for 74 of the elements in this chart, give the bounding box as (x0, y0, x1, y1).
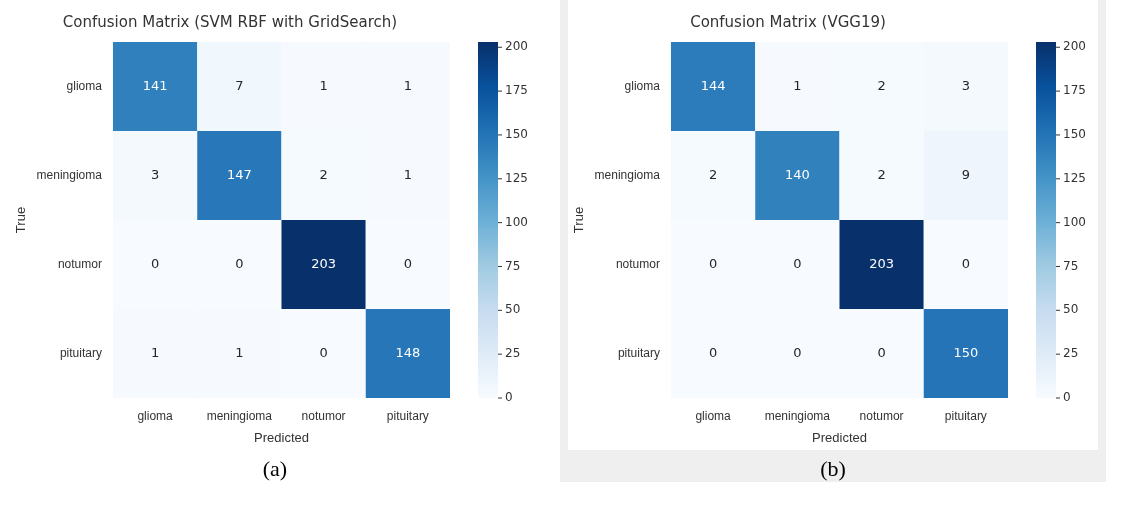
y-tick-label: glioma (624, 78, 661, 93)
x-tick-label: notumor (859, 408, 904, 423)
color-bar-label: 0 (505, 390, 513, 405)
color-bar-label: 25 (505, 346, 521, 361)
data-label: 1 (150, 344, 160, 360)
color-bar-label: 150 (1063, 127, 1086, 142)
color-bar-label: 100 (505, 214, 528, 229)
data-label: 144 (700, 77, 726, 93)
chart-title: Confusion Matrix (VGG19) (690, 12, 886, 31)
data-label: 0 (708, 255, 718, 271)
data-label: 1 (235, 344, 244, 360)
text: (a) (262, 456, 288, 482)
x-tick-label: glioma (137, 408, 174, 423)
data-label: 0 (403, 255, 413, 271)
x-tick-label: pituitary (386, 408, 429, 423)
data-label: 2 (319, 166, 328, 182)
data-label: 203 (311, 255, 337, 271)
x-tick-label: pituitary (944, 408, 987, 423)
color-bar-label: 125 (505, 170, 528, 185)
data-label: 0 (793, 344, 802, 360)
color-bar-label: 175 (1063, 83, 1086, 98)
data-label: 0 (961, 255, 971, 271)
color-bar-label: 200 (505, 39, 528, 54)
data-label: 0 (319, 344, 328, 360)
data-label: 141 (142, 77, 168, 93)
y-tick-label: meningioma (36, 167, 103, 182)
data-label: 0 (708, 344, 718, 360)
color-bar-label: 150 (505, 127, 528, 142)
color-bar-label: 50 (1063, 302, 1079, 317)
data-label: 150 (953, 344, 979, 360)
data-label: 2 (877, 166, 886, 182)
y-tick-label: pituitary (617, 345, 660, 360)
data-label: 0 (150, 255, 160, 271)
data-label: 1 (793, 77, 802, 93)
text: (b) (820, 456, 846, 482)
y-tick-label: notumor (57, 256, 102, 271)
data-label: 1 (319, 77, 328, 93)
chart-title: Confusion Matrix (SVM RBF with GridSearch) (62, 12, 398, 31)
data-label: 0 (877, 344, 886, 360)
x-tick-label: notumor (301, 408, 346, 423)
data-label: 1 (403, 166, 413, 182)
color-bar-label: 50 (505, 302, 521, 317)
x-axis-title: Predicted (254, 429, 309, 445)
data-label: 0 (793, 255, 802, 271)
y-tick-label: meningioma (594, 167, 661, 182)
y-tick-label: glioma (66, 78, 103, 93)
data-label: 2 (877, 77, 886, 93)
data-label: 1 (403, 77, 413, 93)
data-label: 140 (784, 166, 810, 182)
y-tick-label: pituitary (59, 345, 102, 360)
data-label: 3 (961, 77, 971, 93)
data-label: 7 (235, 77, 244, 93)
data-label: 9 (961, 166, 971, 182)
color-bar-label: 100 (1063, 214, 1086, 229)
color-bar-label: 175 (505, 83, 528, 98)
y-axis-title: True (13, 206, 29, 234)
color-bar-label: 25 (1063, 346, 1079, 361)
x-axis-title: Predicted (812, 429, 867, 445)
data-label: 3 (150, 166, 160, 182)
data-label: 203 (869, 255, 895, 271)
color-bar-label: 75 (505, 258, 521, 273)
color-bar-label: 75 (1063, 258, 1079, 273)
x-tick-label: meningioma (764, 408, 831, 423)
data-label: 0 (235, 255, 244, 271)
data-label: 147 (226, 166, 252, 182)
x-tick-label: glioma (695, 408, 732, 423)
x-tick-label: meningioma (206, 408, 273, 423)
color-bar-label: 200 (1063, 39, 1086, 54)
color-bar-label: 125 (1063, 170, 1086, 185)
y-tick-label: notumor (615, 256, 660, 271)
color-bar-label: 0 (1063, 390, 1071, 405)
y-axis-title: True (571, 206, 587, 234)
data-label: 2 (708, 166, 718, 182)
data-label: 148 (395, 344, 421, 360)
